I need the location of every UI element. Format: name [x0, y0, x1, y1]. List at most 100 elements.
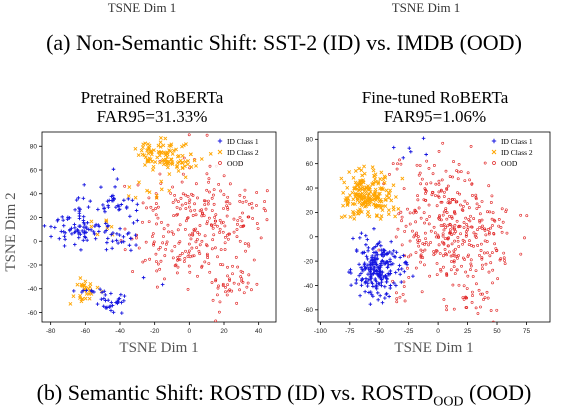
- y-tick-label: 80: [30, 144, 38, 151]
- ood-point: [218, 218, 222, 222]
- id-class-1-point: [117, 207, 122, 212]
- ood-point: [430, 193, 434, 197]
- ood-point: [162, 235, 165, 238]
- ood-point: [445, 273, 449, 276]
- id-class-2-point: [342, 180, 347, 185]
- id-class-1-point: [84, 288, 89, 293]
- ood-point: [421, 242, 425, 246]
- id-class-1-point: [90, 289, 94, 294]
- id-class-1-point: [391, 249, 396, 253]
- id-class-2-point: [352, 216, 357, 221]
- id-class-2-point: [363, 196, 368, 201]
- id-class-1-point: [72, 289, 76, 293]
- id-class-2-point: [186, 158, 191, 163]
- ood-point: [181, 172, 185, 176]
- truncated-xlabel-left: TSNE Dim 1: [107, 0, 177, 15]
- ood-point: [503, 262, 507, 266]
- ood-point: [228, 182, 232, 186]
- id-class-2-point: [188, 152, 193, 157]
- ood-point: [448, 222, 452, 226]
- ood-point: [214, 279, 217, 283]
- id-class-2-point: [378, 177, 383, 181]
- ood-point: [212, 233, 216, 237]
- id-class-2-point: [375, 214, 379, 219]
- id-class-2-point: [350, 190, 355, 195]
- ood-point: [170, 249, 174, 253]
- ood-point: [499, 257, 503, 261]
- ood-point: [232, 230, 236, 234]
- ood-point: [454, 230, 458, 233]
- id-class-1-point: [104, 306, 108, 310]
- id-class-2-point: [141, 142, 146, 147]
- ood-point: [439, 189, 443, 193]
- ood-point: [236, 222, 239, 226]
- ood-point: [449, 223, 452, 227]
- ood-point: [437, 190, 441, 194]
- ood-point: [166, 223, 170, 227]
- id-class-2-point: [358, 186, 363, 191]
- ood-point: [184, 249, 187, 253]
- ood-point: [156, 262, 160, 266]
- ood-point: [145, 206, 148, 210]
- id-class-2-point: [371, 202, 376, 206]
- id-class-2-point: [136, 153, 141, 158]
- ood-point: [223, 248, 227, 251]
- ood-point: [445, 253, 449, 257]
- legend-background: [214, 135, 273, 171]
- ood-point: [449, 254, 453, 258]
- id-class-2-point: [154, 193, 159, 198]
- id-class-1-point: [61, 218, 65, 222]
- ood-point: [443, 248, 447, 251]
- ood-point: [476, 312, 480, 315]
- id-class-1-point: [373, 260, 378, 264]
- ood-point: [416, 194, 419, 198]
- ood-point: [456, 191, 459, 195]
- x-tick-label: 25: [464, 328, 472, 335]
- ood-point: [255, 204, 258, 207]
- ood-point: [468, 239, 471, 243]
- caption-a: (a) Non-Semantic Shift: SST-2 (ID) vs. I…: [46, 30, 522, 55]
- id-class-1-point: [96, 207, 100, 212]
- legend-label: OOD: [227, 159, 244, 168]
- ood-point: [176, 228, 180, 232]
- ood-point: [184, 219, 188, 223]
- ood-point: [180, 203, 184, 207]
- id-class-1-point: [119, 300, 124, 305]
- ood-point: [231, 264, 234, 268]
- ood-point: [241, 211, 244, 215]
- ood-point: [198, 224, 202, 227]
- id-class-2-point: [159, 187, 164, 192]
- id-class-2-point: [146, 147, 150, 152]
- y-tick-label: -20: [28, 262, 38, 269]
- ood-point: [208, 270, 212, 274]
- id-class-1-point: [102, 296, 106, 301]
- ood-point: [160, 221, 163, 224]
- ood-point: [222, 174, 226, 178]
- id-class-1-point: [124, 206, 129, 210]
- ood-point: [437, 149, 441, 153]
- ood-point: [483, 161, 487, 165]
- id-class-1-point: [105, 199, 110, 204]
- id-class-1-point: [103, 209, 107, 214]
- id-class-2-point: [343, 198, 348, 202]
- ood-point: [456, 177, 460, 181]
- y-tick-label: 20: [30, 215, 38, 222]
- id-class-1-point: [383, 296, 387, 300]
- ood-point: [215, 293, 219, 297]
- ood-point: [176, 265, 180, 269]
- ood-point: [427, 203, 431, 207]
- ood-point: [224, 290, 227, 294]
- ood-point: [433, 251, 437, 255]
- id-class-2-point: [379, 214, 384, 218]
- ood-point: [462, 221, 466, 224]
- ood-point: [200, 239, 204, 243]
- ood-point: [437, 179, 441, 183]
- id-class-1-point: [378, 270, 383, 274]
- ood-point: [437, 243, 441, 247]
- id-class-1-point: [98, 287, 102, 291]
- y-tick-label: -60: [28, 310, 38, 317]
- id-class-2-point: [75, 282, 80, 287]
- ood-point: [437, 216, 440, 220]
- id-class-1-point: [364, 254, 369, 259]
- ood-point: [204, 243, 208, 247]
